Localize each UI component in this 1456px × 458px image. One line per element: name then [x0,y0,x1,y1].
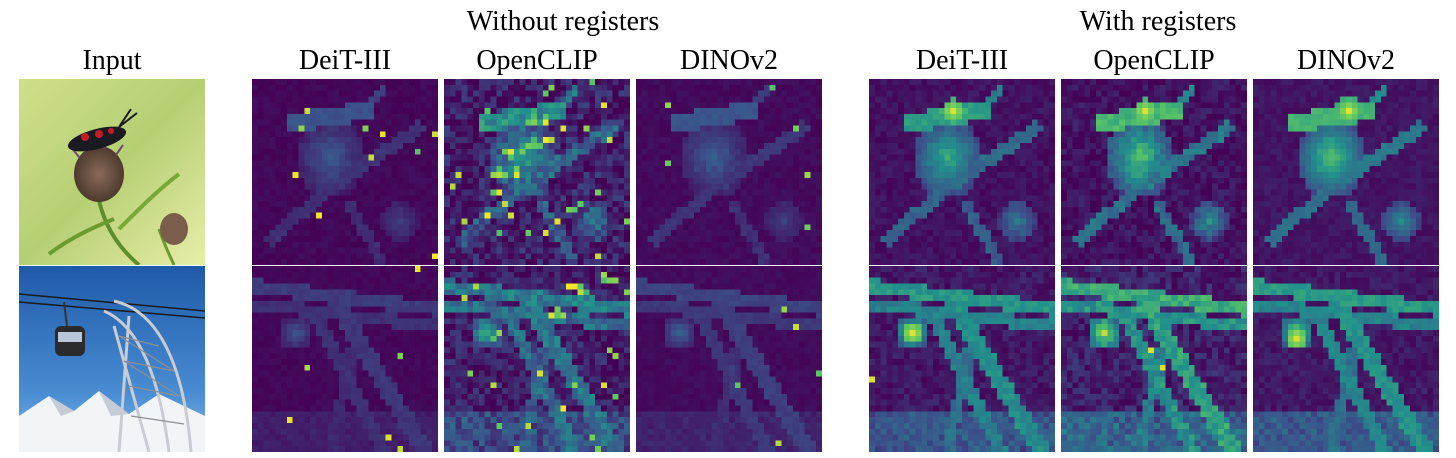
attention-map-deit-with-registers-row2 [869,266,1055,452]
attention-map-deit-without-registers-row2 [252,266,438,452]
attention-map-deit-with-registers-row1 [869,79,1055,265]
attention-map-grid [444,79,630,265]
attention-map-dinov2-with-registers-row1 [1253,79,1439,265]
column-label-dinov2-without: DINOv2 [680,45,778,76]
attention-map-openclip-without-registers-row1 [444,79,630,265]
attention-map-grid [869,266,1055,452]
attention-map-grid [252,79,438,265]
column-label-deit-without: DeiT-III [298,45,392,76]
attention-map-deit-without-registers-row1 [252,79,438,265]
attention-map-grid [1061,79,1247,265]
attention-map-dinov2-with-registers-row2 [1253,266,1439,452]
attention-map-grid [252,266,438,452]
attention-map-grid [636,266,822,452]
column-label-openclip-without: OpenCLIP [476,45,598,76]
column-label-openclip-with: OpenCLIP [1093,45,1215,76]
attention-map-grid [1253,79,1439,265]
attention-map-grid [1253,266,1439,452]
attention-map-openclip-with-registers-row1 [1061,79,1247,265]
attention-map-dinov2-without-registers-row1 [636,79,822,265]
attention-map-grid [444,266,630,452]
attention-map-grid [1061,266,1247,452]
input-image-moth-on-flower [19,79,205,265]
column-label-input: Input [82,45,142,76]
column-label-deit-with: DeiT-III [915,45,1009,76]
attention-map-openclip-with-registers-row2 [1061,266,1247,452]
attention-map-grid [869,79,1055,265]
input-image-cable-car [19,266,205,452]
group-title-without-registers: Without registers [466,6,660,37]
group-title-with-registers: With registers [1079,6,1237,37]
column-label-dinov2-with: DINOv2 [1297,45,1395,76]
attention-map-dinov2-without-registers-row2 [636,266,822,452]
attention-map-openclip-without-registers-row2 [444,266,630,452]
attention-map-grid [636,79,822,265]
